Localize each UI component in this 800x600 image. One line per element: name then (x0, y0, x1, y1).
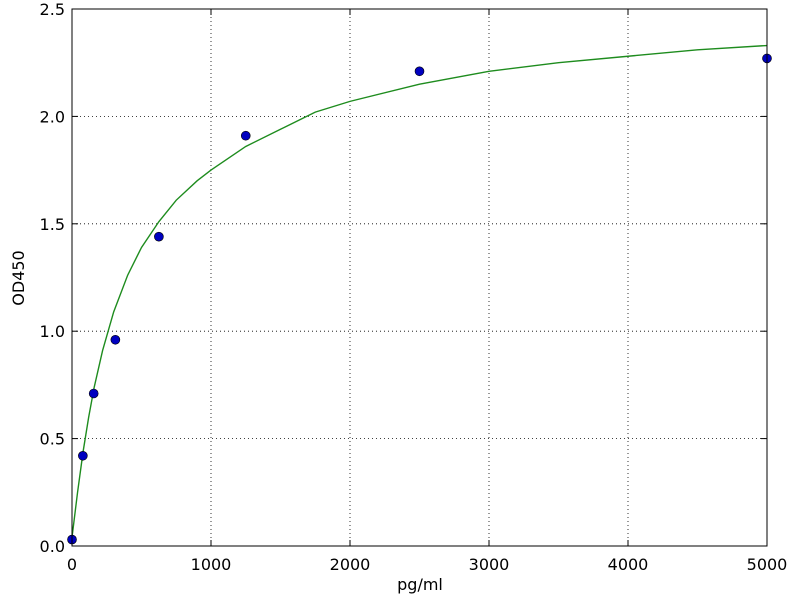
x-axis-label: pg/ml (397, 575, 443, 594)
x-tick-label: 5000 (747, 555, 788, 574)
data-point (240, 130, 251, 141)
y-tick-label: 0.0 (40, 537, 65, 556)
data-point (88, 388, 99, 399)
y-tick-label: 2.5 (40, 0, 65, 19)
y-tick-label: 0.5 (40, 430, 65, 449)
plot-frame (71, 8, 768, 547)
x-tick-label: 4000 (608, 555, 649, 574)
data-point (414, 66, 425, 77)
x-tick-label: 1000 (191, 555, 232, 574)
x-tick-label: 3000 (469, 555, 510, 574)
data-point (110, 334, 121, 345)
data-point (154, 231, 164, 242)
y-axis-label: OD450 (9, 250, 28, 305)
y-tick-label: 1.5 (40, 215, 65, 234)
x-tick-label: 2000 (330, 555, 371, 574)
y-tick-label: 2.0 (40, 107, 65, 126)
data-point (78, 450, 88, 461)
x-tick-label: 0 (67, 555, 77, 574)
y-tick-label: 1.0 (40, 322, 65, 341)
